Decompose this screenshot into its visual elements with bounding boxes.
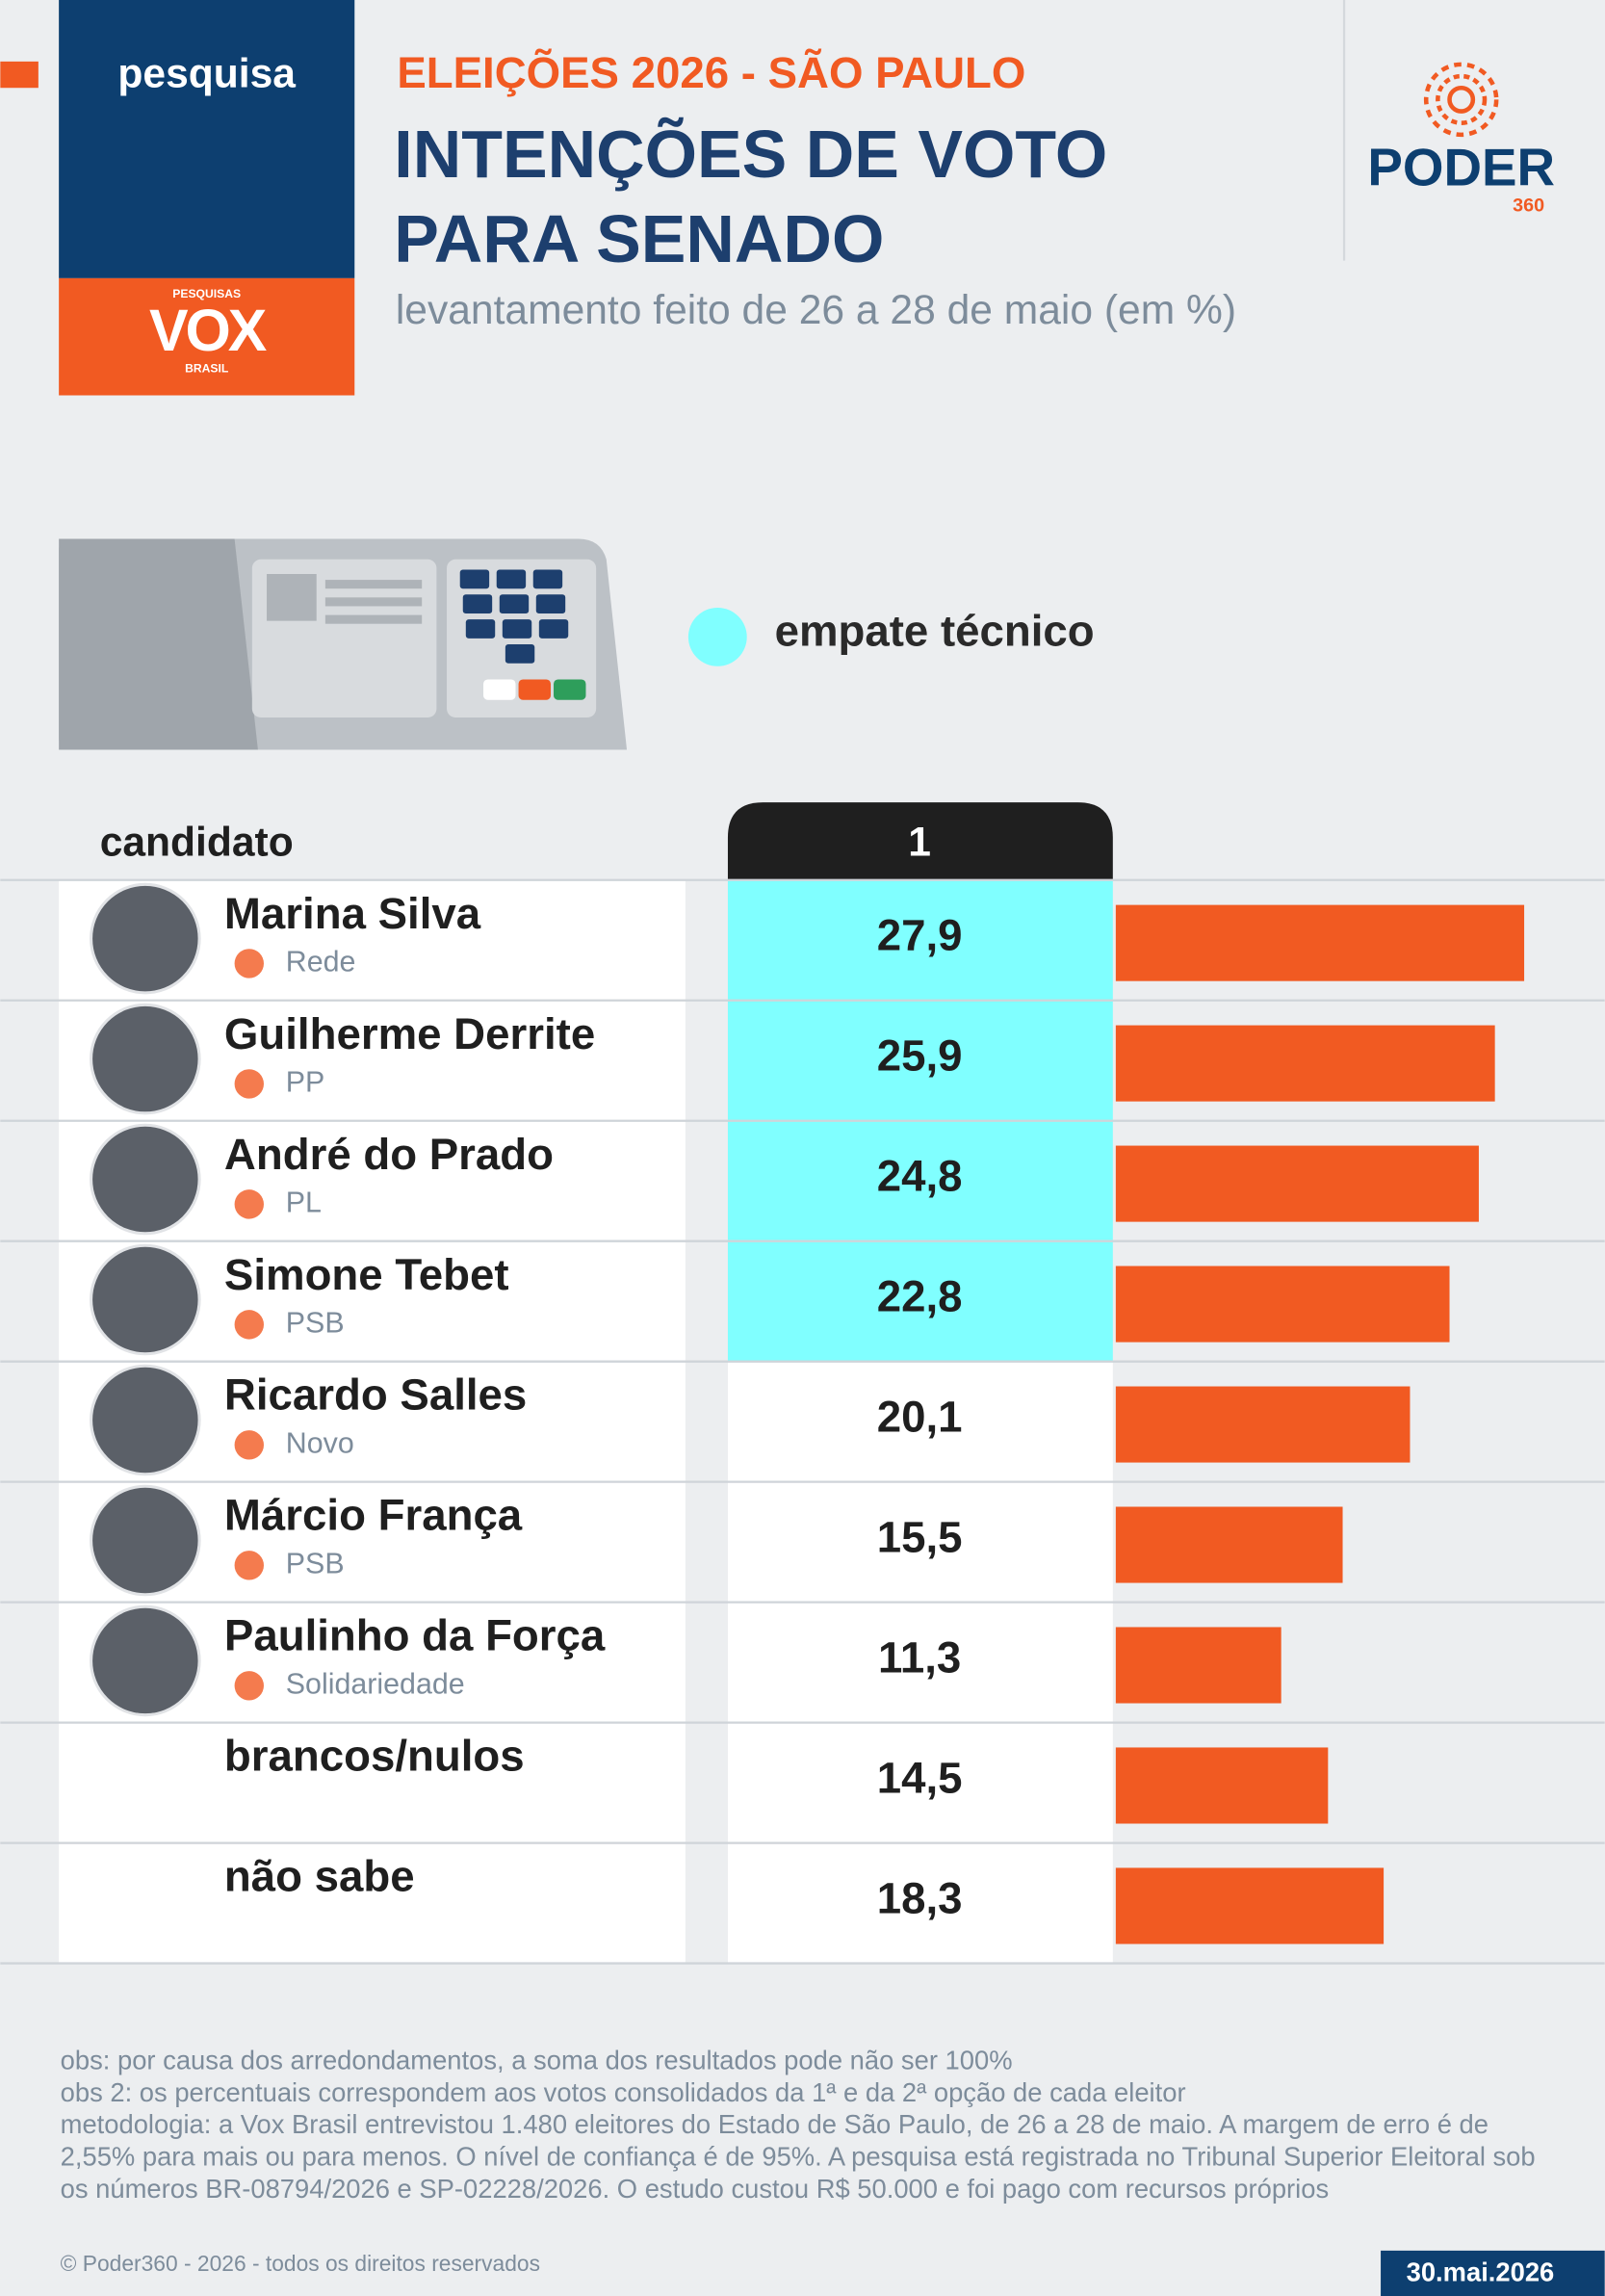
section-box — [59, 0, 355, 278]
party-icon — [234, 1069, 264, 1099]
value-label: 27,9 — [877, 911, 963, 960]
note: obs: por causa dos arredondamentos, a so… — [60, 2046, 1013, 2075]
candidate-name: brancos/nulos — [224, 1732, 525, 1781]
date: 30.mai.2026 — [1407, 2257, 1555, 2286]
value-cell — [727, 1361, 1113, 1482]
accent — [0, 61, 39, 89]
party-label: Solidariedade — [286, 1667, 465, 1700]
section-label: pesquisa — [117, 50, 296, 96]
bar — [1115, 1145, 1479, 1222]
value-cell — [727, 1602, 1113, 1723]
candidate-photo — [90, 1243, 201, 1356]
value-label: 18,3 — [877, 1873, 963, 1922]
candidate-name: Márcio França — [224, 1491, 523, 1540]
bar — [1115, 1867, 1385, 1944]
tie-highlight — [727, 1000, 1113, 1121]
party-icon — [234, 1551, 264, 1580]
voting-machine — [59, 538, 628, 750]
candidate-photo — [90, 1484, 201, 1597]
subtitle: levantamento feito de 26 a 28 de maio (e… — [395, 287, 1237, 333]
row-background — [59, 1842, 686, 1964]
bar — [1115, 1025, 1495, 1102]
party-icon — [234, 1430, 264, 1460]
row-background — [59, 1722, 686, 1843]
candidate-name: Marina Silva — [224, 889, 481, 938]
bar — [1115, 904, 1525, 981]
value-label: 24,8 — [877, 1152, 963, 1201]
bar — [1115, 1627, 1281, 1704]
date-box — [1381, 2250, 1605, 2296]
value-label: 25,9 — [877, 1031, 963, 1081]
value-cell — [727, 1481, 1113, 1603]
candidate-name: Paulinho da Força — [224, 1611, 606, 1660]
notes-box: obs: por causa dos arredondamentos, a so… — [61, 2044, 1554, 2205]
candidate-photo — [90, 1123, 201, 1236]
value-label: 20,1 — [877, 1393, 963, 1442]
candidate-name: não sabe — [224, 1852, 415, 1901]
pollster-top: PESQUISAS — [172, 287, 241, 300]
title-box: INTENÇÕES DE VOTO PARA SENADO — [394, 116, 1108, 277]
pollster-name: VOX — [149, 298, 268, 363]
brand-number: 360 — [1513, 196, 1544, 217]
value-label: 14,5 — [877, 1753, 963, 1802]
pollster-box — [59, 277, 355, 396]
notes: obs: por causa dos arredondamentos, a so… — [61, 2044, 1554, 2205]
candidate-photo — [90, 1364, 201, 1476]
value-label: 22,8 — [877, 1272, 963, 1321]
candidate-name: Guilherme Derrite — [224, 1009, 595, 1058]
party-label: PSB — [286, 1547, 345, 1579]
kicker: ELEIÇÕES 2026 - SÃO PAULO — [397, 47, 1025, 97]
sunburst — [1423, 62, 1499, 138]
tie-highlight — [727, 1240, 1113, 1362]
value-cell — [727, 1722, 1113, 1843]
candidate-photo — [90, 1605, 201, 1717]
legend-label: empate técnico — [775, 606, 1095, 655]
tie-highlight — [727, 1120, 1113, 1241]
value-label: 11,3 — [878, 1632, 961, 1682]
party-label: PSB — [286, 1306, 345, 1339]
candidate-photo — [90, 882, 201, 995]
party-icon — [234, 949, 264, 978]
party-label: PP — [286, 1065, 325, 1098]
rows: Rede Marina Silva 27,9 PP Guilherme Derrite 2… — [0, 878, 1605, 1965]
value-header-tab — [727, 802, 1113, 880]
candidate-name: André do Prado — [224, 1130, 554, 1179]
value-label: 15,5 — [877, 1513, 963, 1562]
party-icon — [234, 1671, 264, 1701]
pollster-bottom: BRASIL — [185, 361, 229, 375]
note: metodologia: a Vox Brasil entrevistou 1.… — [60, 2109, 1536, 2205]
legend-swatch — [687, 607, 747, 666]
title: INTENÇÕES DE VOTO PARA SENADO — [394, 116, 1108, 277]
candidate-name: Simone Tebet — [224, 1250, 509, 1299]
party-icon — [234, 1189, 264, 1219]
party-icon — [234, 1310, 264, 1340]
brand-name: PODER — [1367, 137, 1555, 196]
candidate-photo — [90, 1003, 201, 1115]
copyright: © Poder360 - 2026 - todos os direitos re… — [61, 2251, 540, 2276]
party-label: Rede — [286, 945, 356, 978]
bar — [1115, 1265, 1450, 1343]
note: obs 2: os percentuais correspondem aos v… — [60, 2077, 1186, 2107]
tie-highlight — [727, 879, 1113, 1001]
value-header: 1 — [908, 820, 931, 866]
candidate-name: Ricardo Salles — [224, 1370, 527, 1420]
bar — [1115, 1506, 1343, 1583]
bar — [1115, 1747, 1329, 1824]
value-cell — [727, 1842, 1113, 1964]
bar — [1115, 1386, 1411, 1463]
party-label: PL — [286, 1186, 322, 1218]
subtitle-box: levantamento feito de 26 a 28 de maio (e… — [395, 287, 1237, 333]
column-header: candidato — [100, 820, 294, 866]
party-label: Novo — [286, 1426, 354, 1459]
